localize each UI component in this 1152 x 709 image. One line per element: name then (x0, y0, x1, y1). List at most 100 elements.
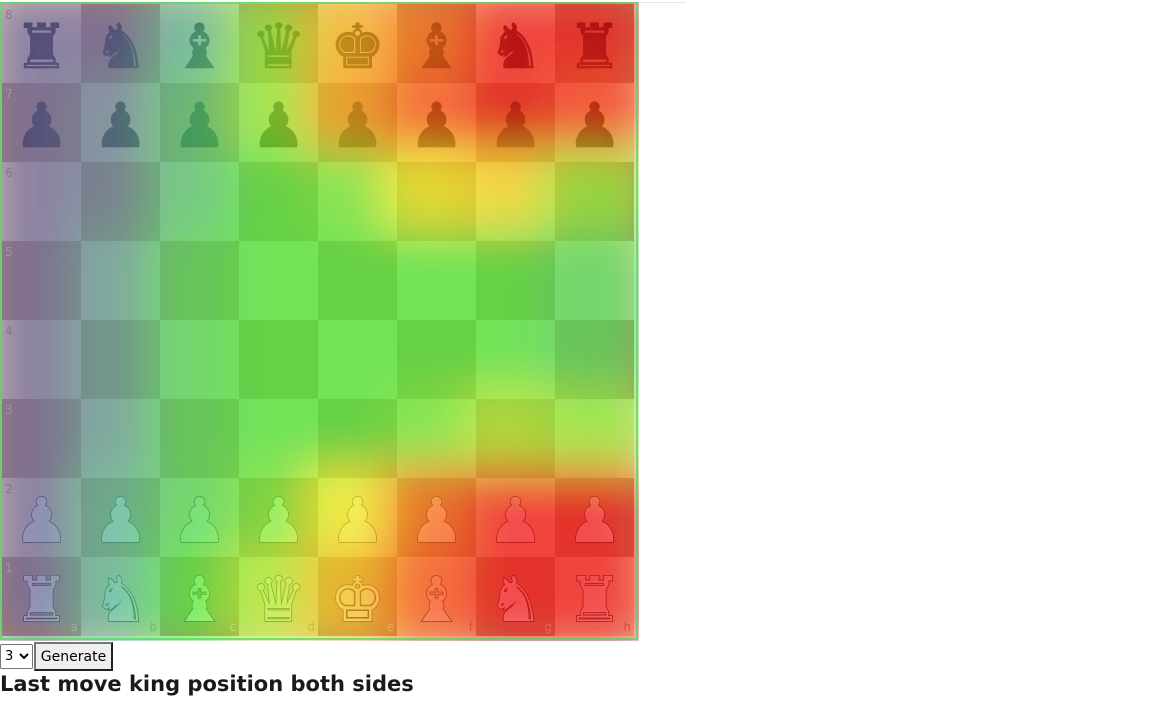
square-d2[interactable]: ♟ (239, 478, 318, 557)
white-knight-icon[interactable]: ♞ (476, 557, 555, 636)
square-g4[interactable] (476, 320, 555, 399)
square-h5[interactable] (555, 241, 634, 320)
black-knight-icon[interactable]: ♞ (476, 4, 555, 83)
square-f7[interactable]: ♟ (397, 83, 476, 162)
square-d6[interactable] (239, 162, 318, 241)
square-a7[interactable]: 7 ♟ (2, 83, 81, 162)
square-g5[interactable] (476, 241, 555, 320)
square-h4[interactable] (555, 320, 634, 399)
square-h1[interactable]: h ♜ (555, 557, 634, 636)
square-b6[interactable] (81, 162, 160, 241)
white-pawn-icon[interactable]: ♟ (239, 478, 318, 557)
square-g8[interactable]: ♞ (476, 4, 555, 83)
white-queen-icon[interactable]: ♛ (239, 557, 318, 636)
black-pawn-icon[interactable]: ♟ (555, 83, 634, 162)
square-a1[interactable]: 1 a ♜ (2, 557, 81, 636)
square-f6[interactable] (397, 162, 476, 241)
square-g6[interactable] (476, 162, 555, 241)
square-b1[interactable]: b ♞ (81, 557, 160, 636)
white-rook-icon[interactable]: ♜ (2, 557, 81, 636)
black-bishop-icon[interactable]: ♝ (160, 4, 239, 83)
black-pawn-icon[interactable]: ♟ (239, 83, 318, 162)
square-f4[interactable] (397, 320, 476, 399)
black-pawn-icon[interactable]: ♟ (160, 83, 239, 162)
square-d4[interactable] (239, 320, 318, 399)
depth-select[interactable]: 3 (0, 644, 33, 669)
square-d3[interactable] (239, 399, 318, 478)
square-e8[interactable]: ♚ (318, 4, 397, 83)
square-h3[interactable] (555, 399, 634, 478)
square-g3[interactable] (476, 399, 555, 478)
white-bishop-icon[interactable]: ♝ (160, 557, 239, 636)
square-c8[interactable]: ♝ (160, 4, 239, 83)
square-e6[interactable] (318, 162, 397, 241)
square-c3[interactable] (160, 399, 239, 478)
square-c6[interactable] (160, 162, 239, 241)
square-a6[interactable]: 6 (2, 162, 81, 241)
square-a5[interactable]: 5 (2, 241, 81, 320)
square-d7[interactable]: ♟ (239, 83, 318, 162)
square-c5[interactable] (160, 241, 239, 320)
square-h2[interactable]: ♟ (555, 478, 634, 557)
square-f2[interactable]: ♟ (397, 478, 476, 557)
square-e5[interactable] (318, 241, 397, 320)
square-b7[interactable]: ♟ (81, 83, 160, 162)
black-bishop-icon[interactable]: ♝ (397, 4, 476, 83)
white-pawn-icon[interactable]: ♟ (476, 478, 555, 557)
black-pawn-icon[interactable]: ♟ (81, 83, 160, 162)
white-pawn-icon[interactable]: ♟ (81, 478, 160, 557)
square-g1[interactable]: g ♞ (476, 557, 555, 636)
square-f3[interactable] (397, 399, 476, 478)
square-c1[interactable]: c ♝ (160, 557, 239, 636)
square-g2[interactable]: ♟ (476, 478, 555, 557)
white-king-icon[interactable]: ♚ (318, 557, 397, 636)
svg-text:♟: ♟ (251, 89, 307, 162)
white-bishop-icon[interactable]: ♝ (397, 557, 476, 636)
square-e7[interactable]: ♟ (318, 83, 397, 162)
white-knight-icon[interactable]: ♞ (81, 557, 160, 636)
black-rook-icon[interactable]: ♜ (2, 4, 81, 83)
white-pawn-icon[interactable]: ♟ (397, 478, 476, 557)
square-e4[interactable] (318, 320, 397, 399)
svg-text:♟: ♟ (330, 484, 386, 557)
square-c7[interactable]: ♟ (160, 83, 239, 162)
black-pawn-icon[interactable]: ♟ (318, 83, 397, 162)
square-b2[interactable]: ♟ (81, 478, 160, 557)
square-h7[interactable]: ♟ (555, 83, 634, 162)
black-knight-icon[interactable]: ♞ (81, 4, 160, 83)
square-d1[interactable]: d ♛ (239, 557, 318, 636)
square-c4[interactable] (160, 320, 239, 399)
black-pawn-icon[interactable]: ♟ (476, 83, 555, 162)
black-pawn-icon[interactable]: ♟ (397, 83, 476, 162)
white-rook-icon[interactable]: ♜ (555, 557, 634, 636)
black-king-icon[interactable]: ♚ (318, 4, 397, 83)
white-pawn-icon[interactable]: ♟ (160, 478, 239, 557)
square-a2[interactable]: 2 ♟ (2, 478, 81, 557)
square-a8[interactable]: 8 ♜ (2, 4, 81, 83)
white-pawn-icon[interactable]: ♟ (2, 478, 81, 557)
square-e3[interactable] (318, 399, 397, 478)
white-pawn-icon[interactable]: ♟ (318, 478, 397, 557)
square-a3[interactable]: 3 (2, 399, 81, 478)
square-e1[interactable]: e ♚ (318, 557, 397, 636)
square-h6[interactable] (555, 162, 634, 241)
square-d8[interactable]: ♛ (239, 4, 318, 83)
square-f1[interactable]: f ♝ (397, 557, 476, 636)
square-b5[interactable] (81, 241, 160, 320)
square-h8[interactable]: ♜ (555, 4, 634, 83)
square-e2[interactable]: ♟ (318, 478, 397, 557)
white-pawn-icon[interactable]: ♟ (555, 478, 634, 557)
black-queen-icon[interactable]: ♛ (239, 4, 318, 83)
square-g7[interactable]: ♟ (476, 83, 555, 162)
generate-button[interactable]: Generate (34, 642, 113, 671)
square-d5[interactable] (239, 241, 318, 320)
square-b3[interactable] (81, 399, 160, 478)
square-f8[interactable]: ♝ (397, 4, 476, 83)
square-c2[interactable]: ♟ (160, 478, 239, 557)
black-pawn-icon[interactable]: ♟ (2, 83, 81, 162)
square-f5[interactable] (397, 241, 476, 320)
square-a4[interactable]: 4 (2, 320, 81, 399)
black-rook-icon[interactable]: ♜ (555, 4, 634, 83)
square-b8[interactable]: ♞ (81, 4, 160, 83)
square-b4[interactable] (81, 320, 160, 399)
